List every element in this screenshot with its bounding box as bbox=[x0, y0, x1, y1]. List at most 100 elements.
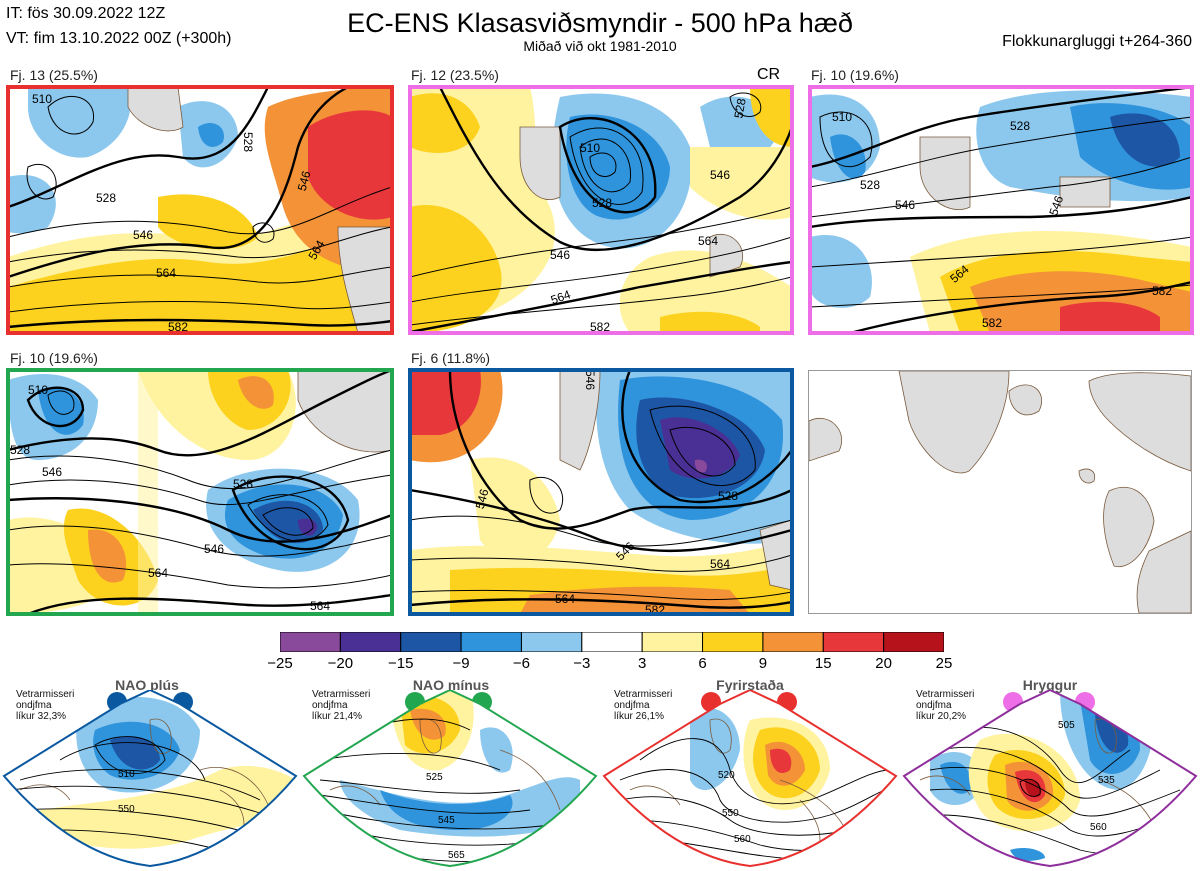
page-title: EC-ENS Klasasviðsmyndir - 500 hPa hæð bbox=[347, 8, 853, 38]
cluster-map-4: 510 528 528 546 546 564 564 bbox=[8, 370, 392, 614]
contour-label: 528 bbox=[592, 196, 612, 210]
colorbar-bin bbox=[581, 631, 643, 653]
contour-label: 546 bbox=[1046, 194, 1066, 218]
contour-label: 528 bbox=[96, 191, 116, 205]
valid-time: VT: fim 13.10.2022 00Z (+300h) bbox=[6, 30, 232, 47]
contour-label: 525 bbox=[426, 772, 443, 783]
contour-label: 510 bbox=[28, 383, 48, 397]
contour-label: 528 bbox=[241, 132, 255, 152]
classification-window: Flokkunargluggi t+264-360 bbox=[1002, 33, 1192, 50]
regime-nao-plus-note: Vetrarmisseri ondjfma líkur 32,3% bbox=[16, 689, 75, 722]
cluster-map-2: 510 528 528 546 546 564 564 582 bbox=[410, 87, 792, 333]
contour-label: 546 bbox=[583, 370, 597, 390]
panel-4-label: Fj. 10 (19.6%) bbox=[10, 350, 98, 366]
contour-label: 510 bbox=[118, 769, 135, 780]
regime-nao-plus-title: NAO plús bbox=[115, 677, 179, 693]
panel-1-label: Fj. 13 (25.5%) bbox=[10, 67, 98, 83]
contour-label: 564 bbox=[710, 557, 730, 571]
colorbar-bin bbox=[339, 631, 402, 653]
contour-label: 564 bbox=[549, 287, 573, 307]
contour-label: 528 bbox=[731, 97, 748, 119]
regime-ridge-title: Hryggur bbox=[1022, 677, 1078, 693]
colorbar-tick-label: −20 bbox=[327, 655, 354, 672]
contour-label: 564 bbox=[698, 234, 718, 248]
contour-label: 546 bbox=[133, 228, 153, 242]
regime-nao-minus-note: Vetrarmisseri ondjfma líkur 21,4% bbox=[312, 689, 371, 722]
contour-label: 550 bbox=[722, 808, 739, 819]
colorbar-tick-label: −25 bbox=[267, 655, 293, 672]
contour-label: 582 bbox=[1152, 284, 1172, 298]
regime-blocking-note: Vetrarmisseri ondjfma líkur 26,1% bbox=[614, 689, 673, 722]
colorbar-bins bbox=[279, 631, 945, 653]
colorbar-tick-label: 15 bbox=[814, 655, 832, 672]
contour-label: 535 bbox=[1098, 775, 1115, 786]
contour-label: 565 bbox=[448, 850, 465, 861]
colorbar-tick-label: −9 bbox=[452, 655, 470, 672]
cluster-map-3: 510 528 528 546 546 564 582 582 bbox=[810, 87, 1192, 333]
contour-label: 545 bbox=[438, 815, 455, 826]
colorbar-bin bbox=[279, 631, 341, 653]
contour-label: 564 bbox=[156, 266, 176, 280]
colorbar-tick-label: 25 bbox=[935, 655, 953, 672]
contour-label: 528 bbox=[10, 443, 30, 457]
contour-label: 510 bbox=[580, 141, 600, 155]
contour-label: 528 bbox=[860, 178, 880, 192]
regime-blocking-map: 520 550 560 bbox=[602, 690, 898, 868]
cluster-map-1: 510 528 528 546 546 564 564 582 bbox=[8, 87, 392, 333]
regime-nao-plus-map: 510 550 bbox=[2, 690, 298, 868]
colorbar-bin bbox=[460, 631, 522, 653]
contour-label: 520 bbox=[718, 770, 735, 781]
contour-label: 546 bbox=[42, 465, 62, 479]
colorbar-tick-label: −15 bbox=[387, 655, 414, 672]
empty-base-map bbox=[808, 370, 1192, 614]
contour-label: 582 bbox=[982, 316, 1002, 330]
colorbar-bin bbox=[762, 631, 824, 653]
regime-nao-minus-map: 525 545 565 bbox=[302, 690, 598, 868]
regime-blocking-title: Fyrirstaða bbox=[716, 677, 784, 693]
contour-label: 564 bbox=[148, 566, 168, 580]
colorbar-tick-label: 6 bbox=[698, 655, 707, 672]
colorbar-bin bbox=[641, 631, 704, 653]
panel-3-label: Fj. 10 (19.6%) bbox=[811, 67, 899, 83]
contour-label: 505 bbox=[1058, 720, 1075, 731]
colorbar-tick-label: −3 bbox=[573, 655, 591, 672]
contour-label: 546 bbox=[895, 198, 915, 212]
panel-2-label: Fj. 12 (23.5%) bbox=[411, 67, 499, 83]
colorbar-tick-label: 9 bbox=[758, 655, 768, 672]
colorbar-bin bbox=[400, 631, 462, 653]
panel-2-extra: CR bbox=[757, 66, 781, 83]
panel-5-label: Fj. 6 (11.8%) bbox=[411, 350, 491, 366]
contour-label: 510 bbox=[32, 92, 52, 106]
contour-label: 582 bbox=[168, 320, 188, 333]
contour-label: 550 bbox=[118, 804, 135, 815]
colorbar-tick-label: 3 bbox=[638, 655, 647, 672]
colorbar-bin bbox=[702, 631, 764, 653]
cluster-map-5: 528 546 546 546 564 564 582 bbox=[410, 370, 792, 614]
contour-label: 528 bbox=[718, 489, 738, 503]
regime-ridge-map: 505 535 560 bbox=[902, 690, 1198, 868]
colorbar-bin bbox=[883, 631, 945, 653]
contour-label: 528 bbox=[233, 477, 253, 491]
colorbar-bin bbox=[520, 631, 583, 653]
contour-label: 564 bbox=[555, 592, 575, 606]
contour-label: 560 bbox=[1090, 822, 1107, 833]
regime-ridge-note: Vetrarmisseri ondjfma líkur 20,2% bbox=[916, 689, 975, 722]
colorbar-bin bbox=[822, 631, 885, 653]
colorbar bbox=[279, 631, 945, 657]
colorbar-tick-label: 20 bbox=[875, 655, 892, 672]
contour-label: 546 bbox=[550, 248, 570, 262]
contour-label: 582 bbox=[590, 320, 610, 333]
contour-label: 582 bbox=[645, 603, 665, 614]
contour-label: 560 bbox=[734, 834, 751, 845]
page-subtitle: Miðað við okt 1981-2010 bbox=[523, 38, 677, 54]
contour-label: 528 bbox=[1010, 119, 1030, 133]
regime-nao-minus-title: NAO mínus bbox=[412, 677, 490, 693]
contour-label: 546 bbox=[473, 487, 492, 510]
contour-label: 564 bbox=[310, 599, 330, 613]
contour-label: 546 bbox=[204, 542, 224, 556]
contour-label: 546 bbox=[710, 168, 730, 182]
contour-label: 546 bbox=[295, 169, 314, 192]
init-time: IT: fös 30.09.2022 12Z bbox=[6, 5, 166, 22]
colorbar-tick-label: −6 bbox=[512, 655, 531, 672]
contour-label: 510 bbox=[832, 110, 852, 124]
